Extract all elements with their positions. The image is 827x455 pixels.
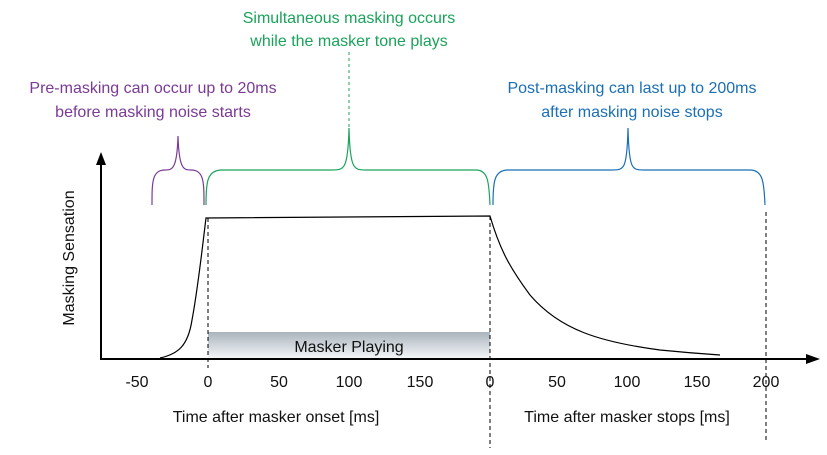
masking-curve [159, 215, 721, 359]
tick-label: 100 [336, 374, 363, 391]
tick-labels-stops: 50 100 150 200 [548, 374, 779, 391]
simultaneous-annotation-line1: Simultaneous masking occurs [243, 10, 456, 27]
tick-label: 0 [486, 374, 495, 391]
tick-label: -50 [125, 374, 148, 391]
tick-label: 50 [548, 374, 566, 391]
tick-labels-onset: -50 0 50 100 150 0 [125, 374, 494, 391]
simultaneous-brace [205, 127, 491, 206]
pre-masking-annotation-line2: before masking noise starts [55, 104, 251, 121]
tick-label: 50 [270, 374, 288, 391]
y-axis-label: Masking Sensation [61, 190, 78, 325]
post-masking-annotation-line1: Post-masking can last up to 200ms [507, 80, 756, 97]
y-axis-arrow [96, 152, 106, 165]
tick-label: 150 [684, 374, 711, 391]
simultaneous-annotation-line2: while the masker tone plays [249, 33, 447, 50]
x-label-stops: Time after masker stops [ms] [524, 409, 730, 426]
pre-masking-annotation-line1: Pre-masking can occur up to 20ms [29, 80, 276, 97]
x-label-onset: Time after masker onset [ms] [173, 409, 380, 426]
pre-masking-brace [151, 135, 205, 206]
x-axis-arrow [806, 354, 820, 364]
tick-label: 150 [407, 374, 434, 391]
post-masking-brace [492, 127, 766, 206]
masker-playing-label: Masker Playing [294, 339, 403, 356]
masker-playing-bar [208, 332, 490, 358]
tick-label: 100 [614, 374, 641, 391]
post-masking-annotation-line2: after masking noise stops [541, 104, 722, 121]
tick-label: 0 [204, 374, 213, 391]
